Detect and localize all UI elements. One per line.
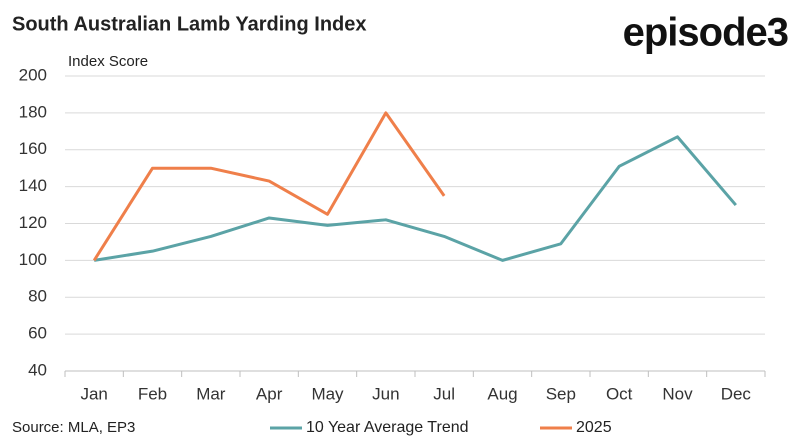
y-tick-label: 200	[19, 65, 47, 84]
x-tick-label: Dec	[721, 384, 752, 403]
y-tick-label: 140	[19, 176, 47, 195]
x-tick-label: Nov	[662, 384, 693, 403]
x-tick-label: Aug	[487, 384, 517, 403]
y-tick-label: 120	[19, 213, 47, 232]
x-tick-label: Jan	[80, 384, 107, 403]
y-tick-label: 160	[19, 139, 47, 158]
legend-label: 2025	[576, 419, 612, 436]
legend-label: 10 Year Average Trend	[306, 419, 469, 436]
y-tick-label: 60	[28, 324, 47, 343]
series-line	[92, 111, 446, 262]
y-tick-label: 80	[28, 287, 47, 306]
y-tick-label: 40	[28, 360, 47, 379]
x-tick-label: Jun	[372, 384, 399, 403]
x-tick-label: Oct	[606, 384, 633, 403]
x-tick-label: May	[311, 384, 344, 403]
x-tick-label: Feb	[138, 384, 167, 403]
series-line	[93, 135, 737, 262]
x-tick-label: Apr	[256, 384, 283, 403]
y-tick-label: 180	[19, 102, 47, 121]
logo: episode3	[623, 11, 788, 55]
x-tick-label: Mar	[196, 384, 226, 403]
x-tick-label: Sep	[546, 384, 576, 403]
y-axis-label: Index Score	[68, 53, 148, 70]
source: Source: MLA, EP3	[12, 419, 135, 436]
x-tick-label: Jul	[433, 384, 455, 403]
y-tick-label: 100	[19, 250, 47, 269]
chart-title: South Australian Lamb Yarding Index	[12, 13, 367, 35]
